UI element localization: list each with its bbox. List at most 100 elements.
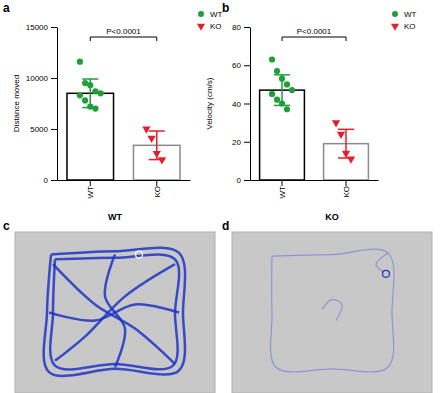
legend-label: KO	[210, 22, 222, 31]
error-cap	[274, 74, 290, 76]
y-tick-mark	[51, 180, 57, 181]
y-axis-title: Distance moved	[12, 75, 21, 132]
annotation: P<0.0001	[106, 27, 141, 36]
track-panel-0: c WT	[3, 212, 215, 393]
panel-0: a 0 5000 10000 15000 WT KO Distance moved P<0.00…	[3, 1, 223, 198]
track	[376, 253, 388, 272]
point	[142, 127, 150, 134]
point	[332, 120, 340, 127]
y-tick-mark	[244, 27, 250, 28]
track	[49, 304, 179, 320]
x-tick-label: KO	[153, 186, 162, 198]
x-tick: WT	[86, 180, 95, 198]
y-tick-label: 0	[237, 176, 242, 185]
x-tick-label: WT	[278, 186, 287, 199]
legend-marker	[391, 24, 399, 31]
panel-title: KO	[325, 212, 339, 222]
y-tick-label: 40	[232, 100, 241, 109]
y-tick-mark	[244, 65, 250, 66]
x-tick-mark	[90, 180, 91, 186]
legend-marker	[392, 11, 398, 17]
track	[322, 300, 342, 321]
y-tick-mark	[51, 27, 57, 28]
y-tick: 20	[232, 138, 250, 147]
y-tick: 5000	[30, 125, 57, 134]
marks	[67, 59, 180, 180]
track-panel-1: d KO	[222, 212, 432, 393]
legend: WTKO	[391, 10, 417, 31]
point	[147, 136, 155, 143]
panel-label: d	[222, 219, 229, 233]
point	[284, 81, 290, 87]
plot: 0 5000 10000 15000 WT KO Distance moved P<0.000…	[12, 23, 191, 198]
error-cap	[338, 157, 354, 159]
error-cap	[274, 105, 290, 107]
error-bar	[82, 79, 98, 108]
y-tick-label: 60	[232, 61, 241, 70]
error-stem	[156, 131, 158, 160]
error-cap	[82, 78, 98, 80]
point	[269, 56, 275, 62]
x-tick: KO	[153, 180, 162, 198]
track	[105, 255, 125, 368]
panel-label: b	[222, 1, 229, 15]
y-axis: 0 5000 10000 15000	[26, 23, 58, 185]
y-tick: 80	[232, 23, 250, 32]
y-tick-mark	[51, 78, 57, 79]
x-tick-mark	[346, 180, 347, 186]
plot: 020406080WTKOVelocity (cm/s)P<0.0001	[205, 23, 379, 198]
error-cap	[82, 107, 98, 109]
y-axis: 0 20 40 60 80	[232, 23, 250, 185]
legend-marker	[197, 24, 205, 31]
y-tick: 0	[44, 176, 57, 185]
error-bar	[338, 129, 354, 158]
point	[274, 68, 280, 74]
y-tick-mark	[244, 180, 250, 181]
y-tick-label: 10000	[26, 74, 49, 83]
y-tick-label: 15000	[26, 23, 49, 32]
point	[92, 106, 98, 112]
point	[337, 132, 345, 139]
panel-label: c	[3, 219, 10, 233]
significance-bracket	[90, 37, 157, 41]
y-axis-title: Velocity (cm/s)	[205, 77, 214, 129]
y-tick: 60	[232, 61, 250, 70]
error-stem	[90, 79, 92, 108]
significance-bracket	[282, 37, 346, 41]
y-tick-mark	[244, 104, 250, 105]
x-axis-line	[251, 180, 379, 181]
track-end	[383, 270, 390, 277]
legend-label: WT	[210, 10, 223, 19]
panel-label: a	[3, 1, 10, 15]
error-stem	[345, 129, 347, 158]
point	[77, 59, 83, 65]
point	[269, 91, 275, 97]
track	[44, 248, 185, 376]
x-tick-mark	[282, 180, 283, 186]
y-tick-label: 5000	[30, 125, 48, 134]
y-tick-mark	[51, 129, 57, 130]
point	[274, 97, 280, 103]
x-axis: WTKO	[251, 180, 379, 198]
track	[270, 249, 393, 372]
panel-1: b020406080WTKOVelocity (cm/s)P<0.0001WTK…	[205, 1, 417, 198]
point	[77, 92, 83, 98]
error-cap	[149, 130, 165, 132]
y-tick-mark	[244, 142, 250, 143]
point	[158, 157, 166, 164]
y-tick: 0	[237, 176, 250, 185]
legend-marker	[198, 11, 204, 17]
error-cap	[149, 159, 165, 161]
error-bar	[274, 75, 290, 106]
arena	[232, 232, 432, 393]
x-tick-mark	[156, 180, 157, 186]
y-tick-label: 0	[44, 176, 49, 185]
arena	[15, 232, 215, 393]
y-axis-line	[250, 28, 251, 181]
y-tick: 15000	[26, 23, 57, 32]
panel-title: WT	[108, 212, 122, 222]
error-stem	[281, 75, 283, 106]
y-tick: 10000	[26, 74, 57, 83]
y-tick-label: 20	[232, 138, 241, 147]
y-axis-line	[57, 28, 58, 181]
